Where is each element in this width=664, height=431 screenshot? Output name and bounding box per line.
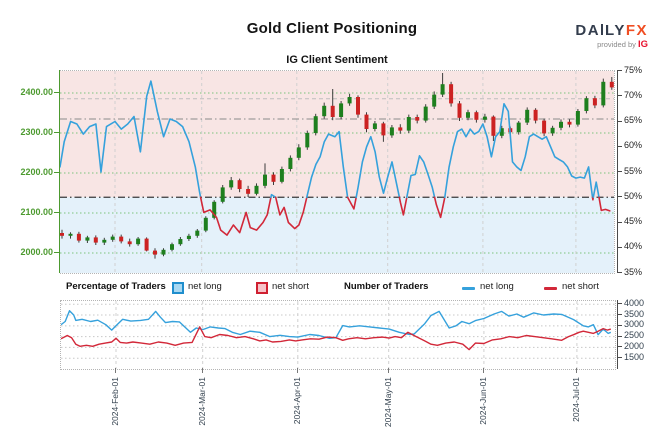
date-tick [115,368,116,373]
legend-count-net-short: net short [562,281,599,292]
count-tick [617,335,622,337]
price-tick-label: 2100.00 [20,206,53,217]
legend-group-percentage: Percentage of Traders [66,281,166,292]
price-tick-label: 2400.00 [20,86,53,97]
percent-tick-label: 65% [624,115,643,125]
price-tick [54,252,60,253]
date-tick-label: 2024-May-01 [382,377,393,428]
percent-tick-label: 45% [624,216,643,226]
price-tick-label: 2300.00 [20,126,53,137]
logo-i-bar-icon [601,24,604,35]
percent-tick-label: 55% [624,165,643,176]
legend-pct-net-long: net long [188,281,222,292]
count-tick-label: 4000 [624,297,645,308]
percent-tick [617,272,622,273]
count-tick [617,357,622,359]
sentiment-price-plot [59,70,615,274]
count-tick-label: 2500 [624,330,645,341]
date-tick [387,368,389,373]
legend-count-net-long: net long [480,281,514,292]
percent-tick [617,145,622,147]
legend-pct-net-short: net short [272,281,309,292]
chart-legend: Percentage of Traders net long net short… [0,279,664,296]
price-axis-line [59,70,60,273]
percent-tick-label: 35% [624,266,643,277]
chart-subtitle: IG Client Sentiment [286,54,388,66]
candlestick-sentiment-canvas [59,71,614,273]
dailyfx-wordmark: DA LYFX [575,22,648,39]
percent-tick [617,171,622,172]
count-tick-label: 3000 [624,319,645,330]
percent-tick-label: 50% [624,190,643,201]
percent-tick-label: 60% [624,140,643,151]
net-short-square-icon [256,282,268,294]
count-tick-label: 3500 [624,308,645,319]
date-tick-label: 2024-Feb-01 [110,377,120,426]
percent-tick-label: 40% [624,241,643,252]
date-tick-label: 2024-Jun-01 [477,377,488,425]
date-tick-label: 2024-Jul-01 [570,377,581,422]
page-title: Gold Client Positioning [246,20,418,37]
date-tick [296,368,298,373]
percent-tick-label: 75% [624,64,643,75]
net-short-line-icon [544,287,557,290]
count-tick [617,314,622,316]
price-tick [54,132,60,133]
ig-logo: IG [637,39,648,50]
price-tick-label: 2200.00 [20,166,53,177]
percent-tick-label: 70% [624,89,643,100]
count-tick-label: 1500 [624,351,645,362]
net-long-square-icon [172,282,184,294]
count-tick [617,346,622,348]
percent-tick [617,95,622,97]
percent-tick [617,120,622,122]
logo-tagline: provided by IG [597,39,648,50]
count-tick [617,303,622,305]
dailyfx-logo: DA LYFX provided by IG [575,23,648,50]
date-tick-label: 2024-Mar-01 [196,377,207,426]
percent-tick [617,246,622,248]
trader-count-canvas [60,301,615,369]
count-tick [617,324,622,326]
price-tick [54,92,60,93]
trader-count-plot [60,300,616,370]
price-tick [54,172,60,173]
count-axis-line [617,300,618,369]
legend-group-number: Number of Traders [344,281,429,292]
percent-tick [617,70,622,71]
date-tick [575,368,577,373]
date-tick [482,368,484,373]
price-tick-label: 2000.00 [20,246,53,257]
percent-tick [617,221,622,223]
count-tick-label: 2000 [624,340,645,351]
price-tick [54,212,60,213]
date-tick-label: 2024-Apr-01 [291,377,302,425]
date-tick [201,368,203,373]
percent-tick [617,196,622,198]
net-long-line-icon [462,287,475,290]
